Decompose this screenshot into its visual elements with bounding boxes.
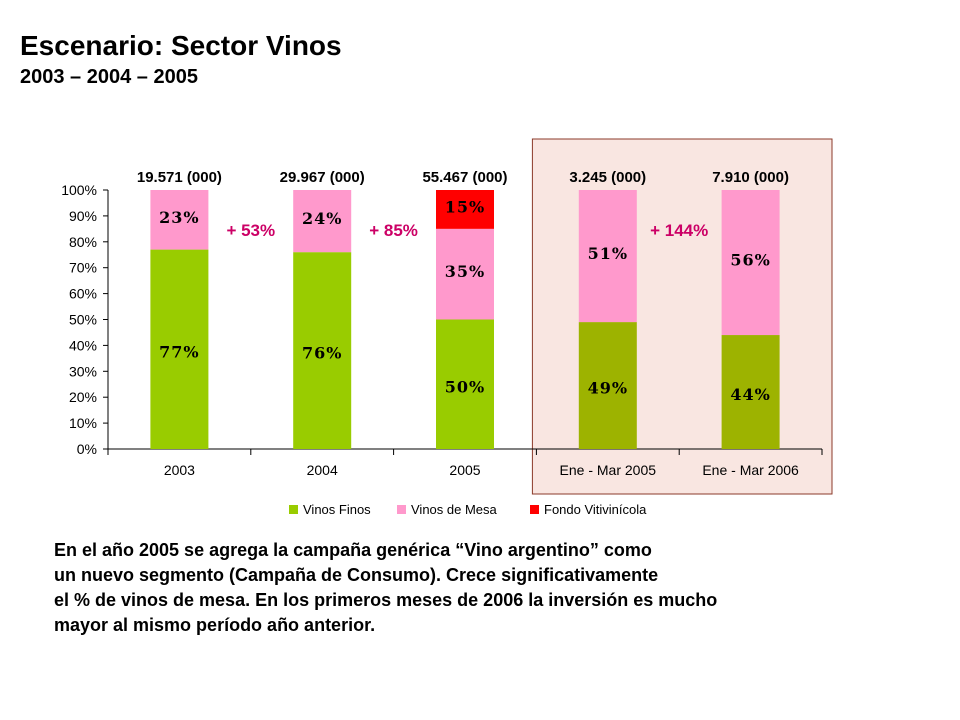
description-line: En el año 2005 se agrega la campaña gené… (54, 540, 652, 560)
legend-swatch (289, 505, 298, 514)
data-label: 77% (159, 342, 199, 361)
data-label: 49% (588, 379, 628, 398)
x-tick-label: 2004 (307, 462, 338, 478)
total-label: 19.571 (000) (137, 169, 222, 186)
bar-segment (578, 190, 637, 323)
x-tick-label: 2003 (164, 462, 195, 478)
legend-label: Vinos Finos (303, 502, 371, 517)
total-label: 29.967 (000) (280, 169, 365, 186)
bar-segment (436, 319, 494, 449)
bar-segment (293, 252, 352, 449)
bar-segment (721, 335, 780, 449)
page-subtitle: 2003 – 2004 – 2005 (20, 66, 198, 88)
legend-swatch (397, 505, 406, 514)
y-tick-label: 100% (61, 182, 97, 198)
data-label: 35% (445, 262, 485, 281)
description-line: mayor al mismo período año anterior. (54, 615, 376, 635)
y-tick-label: 30% (69, 363, 97, 379)
total-label: 3.245 (000) (569, 169, 646, 186)
x-tick-label: Ene - Mar 2005 (560, 462, 657, 478)
growth-label: + 85% (369, 221, 418, 240)
data-label: 44% (730, 385, 770, 404)
data-label: 50% (445, 377, 485, 396)
data-label: 76% (302, 344, 342, 363)
data-label: 24% (302, 209, 342, 228)
y-tick-label: 0% (77, 441, 97, 457)
page-title: Escenario: Sector Vinos (20, 30, 342, 61)
y-tick-label: 60% (69, 286, 97, 302)
bar-segment (150, 190, 209, 250)
bar-segment (721, 190, 780, 336)
bar-segment (578, 322, 637, 449)
description-text: En el año 2005 se agrega la campaña gené… (54, 538, 914, 638)
bar-segment (436, 228, 494, 320)
y-tick-label: 40% (69, 337, 97, 353)
total-label: 7.910 (000) (712, 169, 789, 186)
bar-segment (150, 249, 209, 449)
highlight-panel (531, 138, 833, 495)
legend-swatch (530, 505, 539, 514)
stacked-bar-chart: 0% 10% 20% 30% 40% 50% 60% 70% 80% 90% 100% 77% 23% 2… (61, 138, 833, 517)
bar-segment (436, 190, 494, 229)
growth-label: + 53% (226, 221, 275, 240)
y-tick-label: 20% (69, 389, 97, 405)
data-label: 56% (730, 251, 770, 270)
y-tick-label: 90% (69, 208, 97, 224)
y-tick-label: 50% (69, 312, 97, 328)
x-tick-label: 2005 (449, 462, 480, 478)
data-label: 51% (588, 244, 628, 263)
description-line: el % de vinos de mesa. En los primeros m… (54, 590, 718, 610)
data-label: 15% (445, 197, 485, 216)
bar-segment (293, 190, 352, 253)
growth-label: + 144% (650, 221, 708, 240)
total-label: 55.467 (000) (422, 169, 507, 186)
x-tick-label: Ene - Mar 2006 (702, 462, 799, 478)
y-tick-label: 10% (69, 415, 97, 431)
description-line: un nuevo segmento (Campaña de Consumo). … (54, 565, 659, 585)
legend-label: Vinos de Mesa (411, 502, 498, 517)
y-tick-label: 70% (69, 260, 97, 276)
y-tick-label: 80% (69, 234, 97, 250)
legend-label: Fondo Vitivinícola (544, 502, 647, 517)
data-label: 23% (159, 208, 199, 227)
